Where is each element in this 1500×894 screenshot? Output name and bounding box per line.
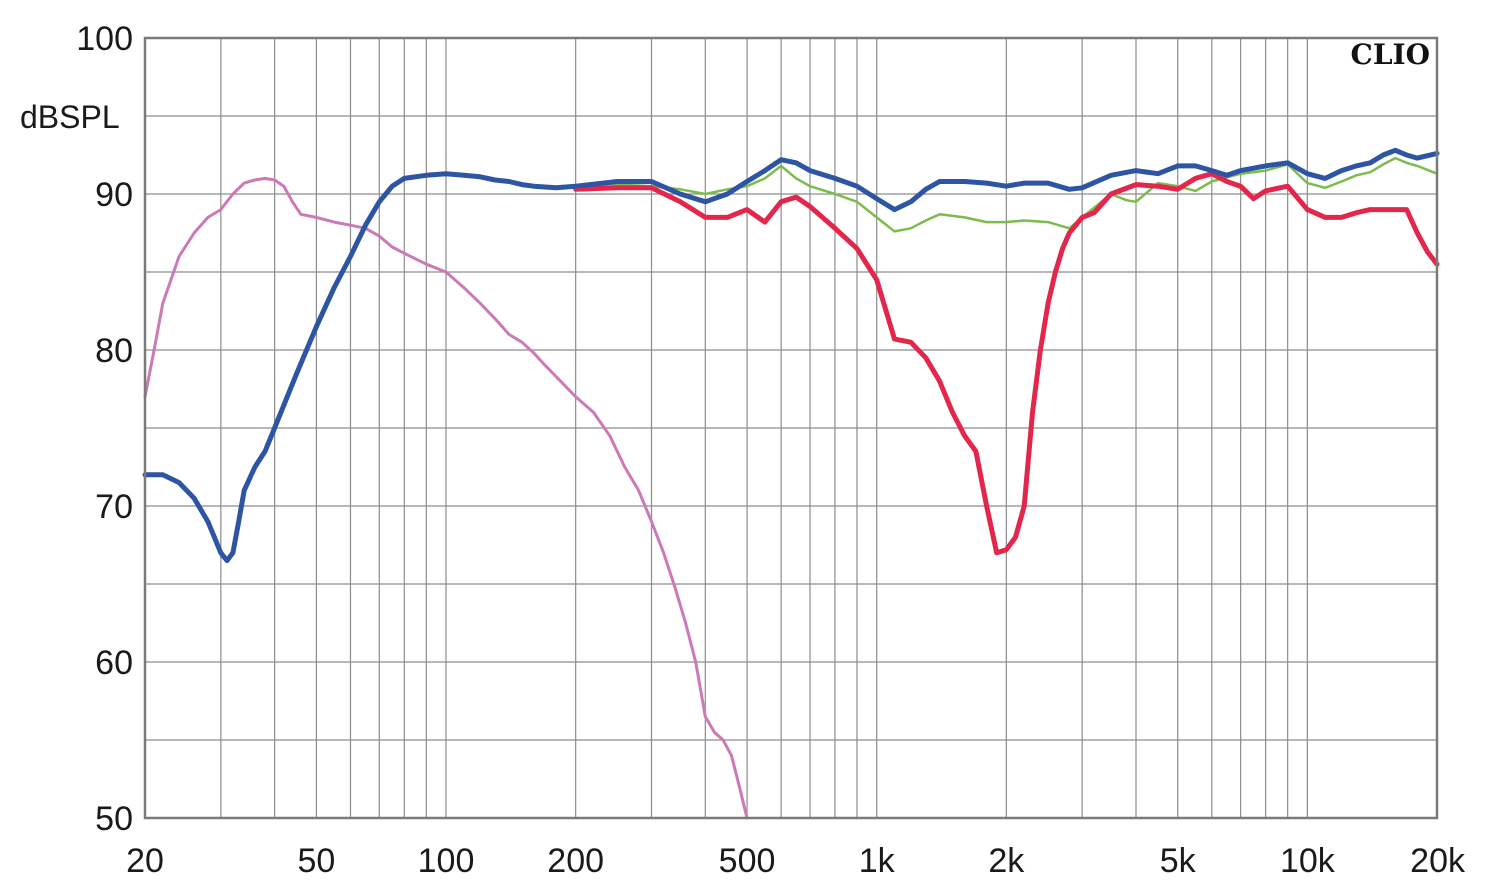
- series-line-4: [142, 147, 1440, 564]
- grid: [145, 38, 1437, 818]
- x-tick-label: 2k: [988, 842, 1025, 880]
- x-tick-label: 5k: [1160, 842, 1197, 880]
- x-tick-label: 1k: [859, 842, 896, 880]
- x-tick-label: 200: [547, 842, 604, 880]
- series-line-1: [143, 176, 749, 820]
- y-tick-label: 100: [76, 20, 133, 58]
- brand-logo-text: CLIO: [1351, 38, 1430, 71]
- x-tick-label: 10k: [1280, 842, 1336, 880]
- y-tick-label: 80: [95, 332, 133, 370]
- y-tick-label: 90: [95, 176, 133, 214]
- series-layer: [142, 147, 1440, 820]
- y-tick-label: 50: [95, 800, 133, 838]
- x-tick-label: 20: [126, 842, 164, 880]
- y-tick-label: 70: [95, 488, 133, 526]
- x-tick-label: 50: [297, 842, 335, 880]
- plot-frame: [143, 36, 1439, 820]
- series-line-3: [573, 171, 1440, 556]
- y-axis-label: dBSPL: [20, 99, 120, 135]
- x-tick-labels: 20 50 100 200 500 1k 2k 5k 10k 20k: [126, 842, 1466, 880]
- y-tick-labels: 100 90 80 70 60 50: [76, 20, 133, 838]
- series-line-2: [574, 156, 1439, 233]
- y-tick-label: 60: [95, 644, 133, 682]
- x-tick-label: 20k: [1410, 842, 1466, 880]
- x-tick-label: 500: [719, 842, 776, 880]
- x-tick-label: 100: [418, 842, 475, 880]
